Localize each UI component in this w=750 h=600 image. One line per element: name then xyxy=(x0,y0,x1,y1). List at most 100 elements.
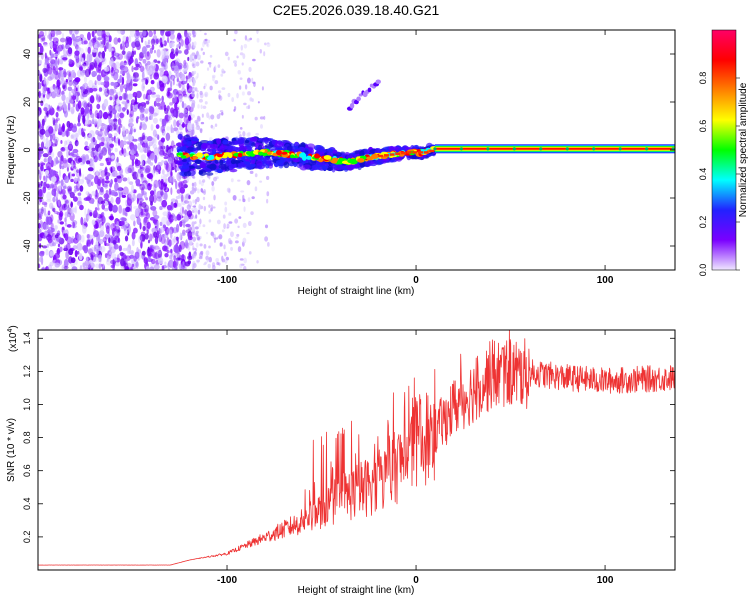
noise-mark xyxy=(156,220,159,229)
noise-mark xyxy=(98,263,102,270)
noise-mark xyxy=(179,206,185,216)
noise-mark xyxy=(98,147,102,154)
transition-mark xyxy=(429,149,435,153)
noise-mark xyxy=(147,239,151,244)
noise-mark xyxy=(125,36,129,42)
noise-mark xyxy=(75,38,80,43)
noise-mark xyxy=(84,107,90,114)
noise-mark xyxy=(105,40,109,49)
noise-mark xyxy=(140,173,144,178)
noise-mark xyxy=(250,211,254,216)
noise-mark xyxy=(102,236,108,243)
noise-mark xyxy=(162,224,166,229)
noise-mark xyxy=(183,200,189,204)
noise-mark xyxy=(72,154,77,158)
noise-mark xyxy=(219,242,223,247)
track-core-mark xyxy=(207,157,213,161)
noise-mark xyxy=(202,179,206,183)
track-halo-mark xyxy=(241,156,246,161)
noise-mark xyxy=(226,187,231,193)
colorbar-tick-label: 0.4 xyxy=(698,168,708,181)
track-halo-mark xyxy=(175,142,185,147)
noise-mark xyxy=(158,106,163,110)
noise-mark xyxy=(175,47,179,56)
noise-mark xyxy=(158,233,163,243)
noise-mark xyxy=(153,49,156,54)
noise-mark xyxy=(96,222,102,229)
noise-mark xyxy=(38,34,41,39)
noise-mark xyxy=(127,267,133,270)
noise-mark xyxy=(61,32,65,39)
noise-mark xyxy=(118,204,123,214)
noise-mark xyxy=(81,84,86,92)
track-halo-mark xyxy=(229,168,238,173)
stable-line-node xyxy=(486,147,490,151)
snr-panel: -100 0 100 0.2 0.4 0.6 0.8 1.0 1.2 1.4 Height of … xyxy=(6,325,676,596)
noise-mark xyxy=(95,56,101,64)
noise-mark xyxy=(259,116,264,120)
noise-mark xyxy=(91,70,98,77)
noise-mark xyxy=(136,116,140,120)
noise-mark xyxy=(95,170,99,176)
noise-mark xyxy=(170,248,173,254)
noise-mark xyxy=(171,75,175,82)
track-core-mark xyxy=(246,151,252,156)
noise-mark xyxy=(206,258,209,263)
noise-mark xyxy=(82,64,87,69)
noise-mark xyxy=(266,42,271,47)
noise-mark xyxy=(72,100,76,108)
noise-mark xyxy=(144,233,149,240)
noise-mark xyxy=(84,208,87,217)
noise-mark xyxy=(110,196,114,204)
noise-mark xyxy=(100,150,104,157)
noise-mark xyxy=(92,210,98,219)
noise-mark xyxy=(48,145,53,154)
noise-mark xyxy=(40,251,45,256)
track-halo-mark xyxy=(183,171,192,177)
noise-mark xyxy=(192,30,195,36)
noise-mark xyxy=(228,212,232,216)
noise-mark xyxy=(59,246,63,253)
noise-mark xyxy=(103,207,109,212)
noise-mark xyxy=(200,175,204,179)
noise-mark xyxy=(38,213,41,218)
noise-mark xyxy=(109,251,113,255)
noise-mark xyxy=(97,196,104,205)
noise-mark xyxy=(175,257,179,267)
noise-mark xyxy=(56,79,61,88)
noise-mark xyxy=(140,102,147,107)
noise-mark xyxy=(96,112,100,117)
y-tick-label: 0.8 xyxy=(22,431,32,444)
track-halo-mark xyxy=(177,133,183,140)
noise-mark xyxy=(153,183,157,192)
noise-mark xyxy=(148,105,154,113)
noise-mark xyxy=(74,139,79,147)
track-halo-mark xyxy=(293,162,298,168)
noise-mark xyxy=(188,213,194,220)
noise-mark xyxy=(57,243,61,248)
noise-mark xyxy=(209,63,212,68)
noise-mark xyxy=(178,263,184,270)
noise-mark xyxy=(108,122,114,130)
noise-mark xyxy=(193,251,197,257)
noise-mark xyxy=(214,237,219,240)
track-core-mark xyxy=(262,152,267,157)
noise-mark xyxy=(121,194,127,198)
noise-mark xyxy=(68,248,74,256)
noise-mark xyxy=(165,163,171,173)
noise-mark xyxy=(89,212,93,217)
noise-mark xyxy=(167,87,173,92)
noise-mark xyxy=(50,214,54,223)
track-halo-mark xyxy=(265,163,270,169)
track-halo-mark xyxy=(230,159,236,165)
noise-mark xyxy=(79,167,82,177)
noise-mark xyxy=(184,107,188,114)
noise-mark xyxy=(237,69,241,75)
noise-mark xyxy=(172,78,175,86)
stable-line-node xyxy=(645,147,649,151)
noise-mark xyxy=(182,80,187,84)
noise-mark xyxy=(81,156,86,165)
noise-mark xyxy=(218,94,221,100)
noise-mark xyxy=(178,95,183,103)
noise-mark xyxy=(153,147,160,156)
